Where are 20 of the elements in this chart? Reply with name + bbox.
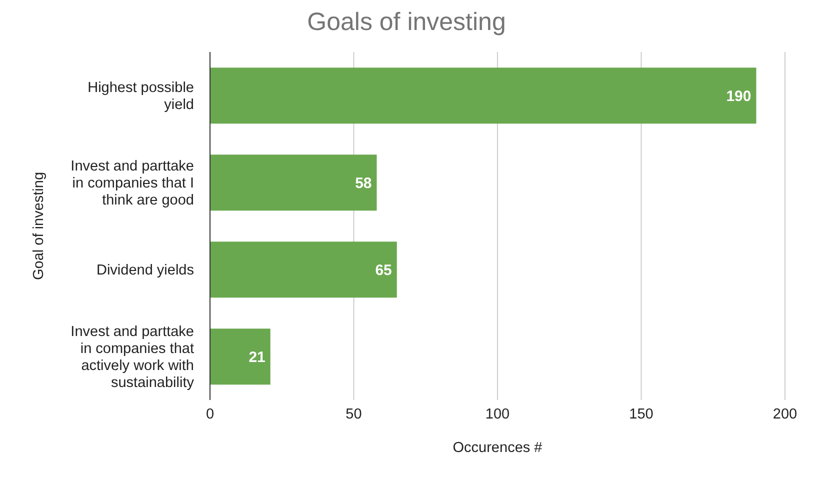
bar <box>210 242 397 298</box>
data-label: 190 <box>726 88 752 105</box>
x-tick-label: 0 <box>206 406 214 422</box>
x-tick-label: 100 <box>485 406 510 422</box>
data-label: 65 <box>375 262 392 279</box>
y-tick-label: Dividend yields <box>96 262 194 278</box>
y-tick-label: Invest and parttake in companies that actively work with sustainability <box>70 324 195 391</box>
y-tick-label: Highest possible yield <box>88 80 194 113</box>
y-tick-label: Invest and parttake in companies that I think are good <box>70 158 194 208</box>
y-axis-title: Goal of investing <box>31 172 48 280</box>
bar <box>210 328 270 385</box>
bar <box>210 68 756 124</box>
x-axis-title: Occurences # <box>452 440 542 456</box>
data-label: 58 <box>355 174 372 192</box>
data-label: 21 <box>248 348 266 366</box>
x-tick-label: 50 <box>346 406 362 422</box>
x-tick-label: 200 <box>772 406 798 422</box>
chart-title: Goals of investing <box>306 8 507 37</box>
bar <box>210 154 377 211</box>
x-tick-label: 150 <box>629 406 654 422</box>
